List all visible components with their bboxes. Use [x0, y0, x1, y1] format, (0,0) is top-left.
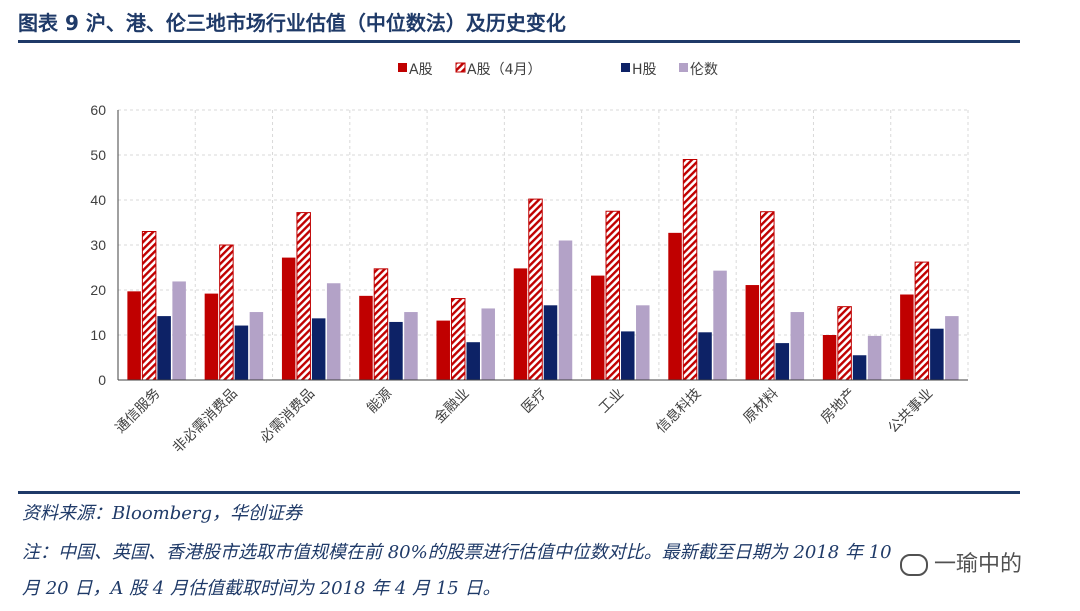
bar-london [713, 270, 727, 380]
legend-swatch [398, 63, 407, 72]
bar-london [636, 305, 650, 380]
x-category-label: 信息科技 [653, 385, 705, 437]
bar-a-share-april [373, 268, 389, 381]
legend-swatch [679, 63, 688, 72]
bar-a-share-april [682, 159, 698, 381]
source-note: 资料来源：Bloomberg，华创证券 [22, 503, 303, 524]
bar-a-share [900, 294, 914, 380]
bar-a-share-april [450, 298, 466, 381]
x-category-label: 医疗 [519, 386, 550, 417]
chart-bars [127, 159, 959, 381]
y-tick-label: 0 [98, 372, 106, 388]
chart-grid [118, 109, 969, 380]
y-tick-label: 50 [90, 147, 106, 163]
x-category-label: 能源 [364, 386, 395, 417]
wechat-watermark: 一瑜中的 [900, 546, 1022, 578]
legend-label: A股 [409, 62, 433, 78]
x-category-label: 必需消费品 [257, 386, 318, 447]
bar-a-share [281, 257, 296, 380]
bar-a-share-april [837, 306, 852, 381]
bar-a-share [359, 295, 373, 380]
bar-london [790, 312, 805, 380]
bar-london [945, 316, 959, 380]
y-tick-label: 40 [90, 192, 106, 208]
legend-label: 伦数 [690, 62, 718, 78]
x-category-label: 房地产 [818, 386, 859, 427]
bar-london [172, 281, 186, 380]
bar-a-share-april [528, 198, 543, 381]
wechat-icon [900, 554, 928, 576]
bar-a-share-april [914, 261, 930, 381]
bar-a-share [668, 232, 682, 380]
x-category-label: 非必需消费品 [170, 386, 241, 457]
legend-label: H股 [632, 62, 657, 78]
x-category-label: 原材料 [741, 386, 782, 427]
bar-h-share [466, 342, 480, 380]
bar-a-share [513, 268, 528, 380]
bar-a-share [745, 285, 760, 380]
x-category-label: 金融业 [432, 386, 473, 427]
bar-london [481, 308, 495, 380]
y-tick-label: 10 [90, 327, 106, 343]
bar-a-share [822, 335, 837, 380]
bar-h-share [621, 331, 635, 380]
bar-a-share-april [219, 244, 234, 381]
bar-h-share [852, 355, 867, 380]
y-tick-label: 30 [90, 237, 106, 253]
bar-h-share [930, 328, 944, 380]
bar-london [867, 335, 882, 380]
bar-a-share [204, 293, 219, 380]
bar-h-share [775, 343, 790, 380]
bar-a-share-april [760, 211, 775, 381]
x-category-label: 工业 [596, 386, 627, 417]
chart-legend: A股 A股（4月） H股 伦数 [398, 62, 718, 78]
x-category-label: 通信服务 [113, 386, 164, 437]
bar-h-share [698, 332, 712, 380]
bar-london [249, 312, 264, 380]
bar-a-share [591, 275, 605, 380]
footnote-line-2: 月 20 日，A 股 4 月估值截取时间为 2018 年 4 月 15 日。 [22, 578, 501, 599]
legend-label: A股（4月） [467, 62, 541, 78]
bottom-rule [18, 491, 1020, 494]
bar-london [558, 240, 573, 380]
legend-swatch [621, 63, 630, 72]
y-tick-label: 60 [90, 102, 106, 118]
bar-h-share [543, 305, 558, 380]
bar-h-share [311, 318, 326, 380]
x-axis: 通信服务 非必需消费品 必需消费品 能源 金融业 医疗 工业 信息科技 原材料 房地产 公共事业 [113, 379, 968, 457]
bar-h-share [389, 321, 403, 380]
bar-a-share-april [296, 212, 311, 381]
bar-a-share-april [141, 231, 157, 381]
legend-swatch [455, 62, 466, 73]
y-axis: 0 10 20 30 40 50 60 [90, 102, 119, 388]
bar-a-share [127, 291, 141, 380]
bar-london [326, 283, 341, 380]
watermark-text: 一瑜中的 [934, 552, 1023, 577]
bar-h-share [157, 316, 171, 380]
figure-title: 图表 9 沪、港、伦三地市场行业估值（中位数法）及历史变化 [18, 11, 566, 35]
footnote-line-1: 注：中国、英国、香港股市选取市值规模在前 80%的股票进行估值中位数对比。最新截… [22, 542, 892, 563]
bar-a-share [436, 320, 450, 380]
bar-chart: A股 A股（4月） H股 伦数 0 10 20 30 40 50 60 通信服务 非必需消费品 必需消… [90, 62, 969, 457]
bar-london [404, 312, 418, 380]
bar-h-share [234, 325, 249, 380]
y-tick-label: 20 [90, 282, 106, 298]
x-category-label: 公共事业 [885, 386, 936, 437]
bar-a-share-april [605, 210, 621, 381]
top-rule [18, 40, 1020, 43]
